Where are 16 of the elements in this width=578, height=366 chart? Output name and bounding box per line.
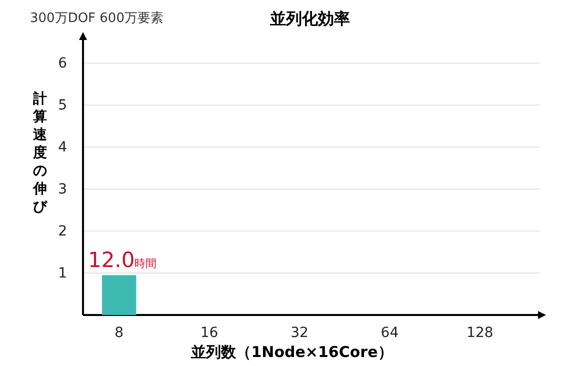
x-tick-label: 32 [290,324,308,341]
x-axis-title: 並列数（1Node×16Core） [190,343,393,361]
x-tick-label: 8 [114,324,124,341]
x-tick-label: 128 [466,324,494,341]
annotation: 12.0時間 [88,248,157,272]
x-tick-label: 16 [200,324,218,341]
chart-title: 並列化効率 [269,9,350,28]
y-tick-label: 3 [58,182,67,198]
y-tick-label: 5 [58,98,67,114]
y-axis-title: 計算速度の伸び [32,91,48,215]
y-tick-label: 6 [58,56,68,72]
chart-subtitle: 300万DOF 600万要素 [30,11,164,26]
x-tick-label: 64 [380,324,399,341]
y-tick-label: 2 [58,224,67,240]
y-tick-label: 4 [58,140,68,156]
y-tick-label: 1 [58,266,67,282]
